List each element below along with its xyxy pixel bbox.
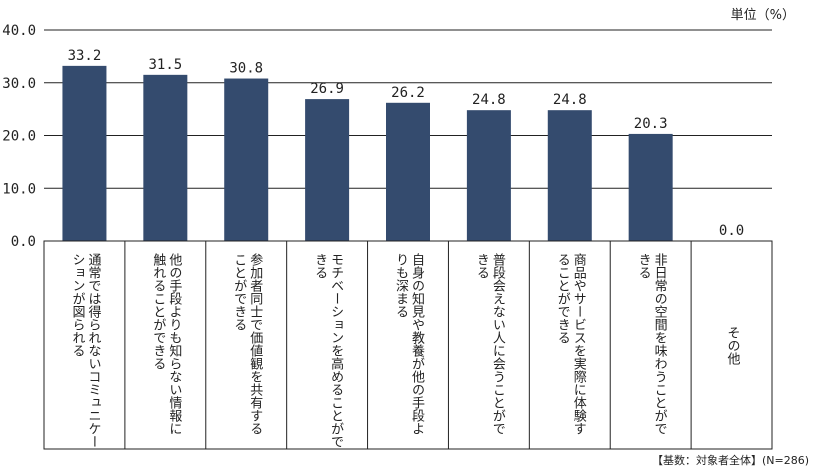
data-label: 26.9 — [310, 81, 344, 97]
data-label: 20.3 — [634, 116, 668, 132]
unit-label: 単位（%） — [730, 8, 795, 23]
y-tick-label: 30.0 — [2, 76, 36, 92]
data-label: 0.0 — [719, 223, 744, 239]
data-label: 31.5 — [148, 57, 182, 73]
y-tick-label: 20.0 — [2, 129, 36, 145]
category-label: 非日常の空間を味わうことがで きる — [610, 253, 691, 449]
category-label-line: 商品やサービスを実際に体験す — [570, 253, 586, 435]
y-tick-label: 10.0 — [2, 181, 36, 197]
category-label-line: 自身の知見や教養が他の手段よ — [408, 253, 424, 435]
data-label: 24.8 — [553, 92, 587, 108]
data-label: 33.2 — [68, 48, 102, 64]
data-label: 26.2 — [391, 85, 425, 101]
category-label: 参加者同士で価値観を共有する ことができる — [206, 253, 287, 449]
category-label: 他の手段よりも知らない情報に 触れることができる — [125, 253, 206, 449]
category-label-line: きる — [312, 253, 328, 279]
bar — [143, 74, 188, 242]
bar — [547, 110, 592, 242]
category-label: その他 — [691, 241, 772, 449]
category-label-line: きる — [635, 253, 651, 279]
data-labels: 33.2 31.5 30.8 26.9 26.2 24.8 24.8 20.3 0.0 — [68, 48, 745, 239]
category-label-line: 非日常の空間を味わうことがで — [651, 253, 667, 435]
y-axis-ticks: 40.0 30.0 20.0 10.0 0.0 — [2, 23, 36, 250]
category-label-line: 触れることができる — [150, 253, 166, 370]
category-label: モチベーションを高めることがで きる — [287, 253, 368, 449]
category-label: 通常では得られないコミュニケー ションが図られる — [44, 253, 125, 449]
category-label-line: その他 — [724, 325, 740, 365]
category-table — [43, 240, 773, 450]
category-label-line: 参加者同士で価値観を共有する — [247, 253, 263, 435]
category-label-line: 普段会えない人に会うことがで — [489, 253, 505, 435]
bar — [628, 133, 673, 241]
data-label: 24.8 — [472, 92, 506, 108]
y-tick-label: 0.0 — [11, 234, 36, 250]
category-label-line: モチベーションを高めることがで — [328, 253, 344, 448]
category-label: 自身の知見や教養が他の手段よ りも深まる — [368, 253, 449, 449]
y-tick-label: 40.0 — [2, 23, 36, 39]
bar — [224, 78, 269, 241]
category-label-line: きる — [473, 253, 489, 279]
table-border — [43, 240, 773, 450]
footer-note: 【基数：対象者全体】(N=286) — [651, 454, 809, 467]
category-label: 商品やサービスを実際に体験す ることができる — [529, 253, 610, 449]
bar — [386, 102, 430, 241]
category-label-line: 他の手段よりも知らない情報に — [166, 253, 182, 435]
category-label-line: ことができる — [231, 253, 247, 331]
category-label: 普段会えない人に会うことがで きる — [448, 253, 529, 449]
bar — [466, 110, 511, 242]
bar — [62, 65, 107, 242]
bar — [305, 99, 350, 241]
category-label-line: 通常では得られないコミュニケー — [85, 253, 101, 448]
category-label-line: りも深まる — [392, 253, 408, 318]
bars — [62, 65, 673, 242]
category-label-line: ることができる — [554, 253, 570, 344]
data-label: 30.8 — [229, 61, 263, 77]
category-label-line: ションが図られる — [69, 253, 85, 357]
